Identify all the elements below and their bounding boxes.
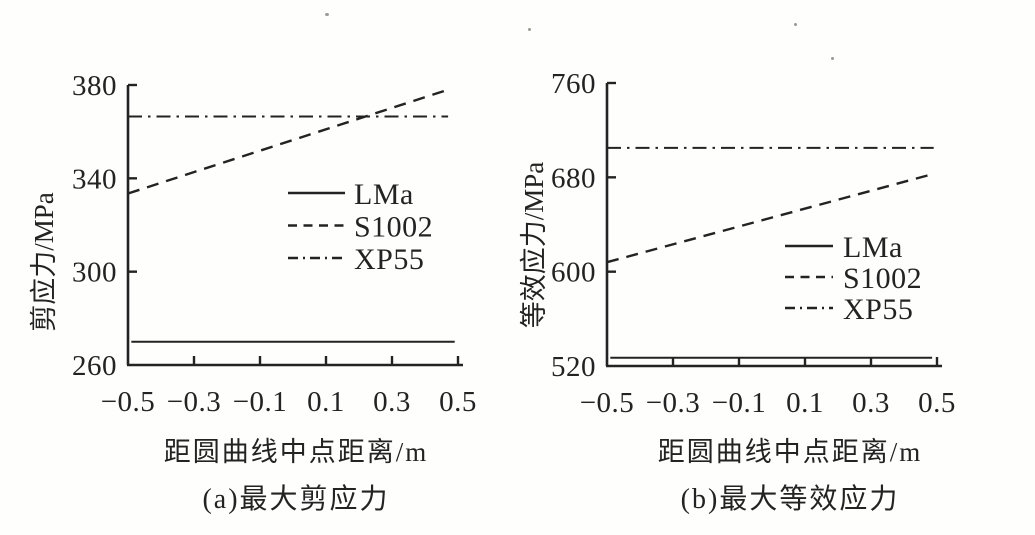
- x-tick-label: −0.1: [233, 386, 288, 418]
- subfigure-caption-a: (a)最大剪应力: [202, 484, 390, 515]
- y-tick-label: 680: [551, 162, 596, 194]
- scan-speck: [528, 28, 531, 31]
- x-axis-label-b: 距圆曲线中点距离/m: [657, 437, 923, 467]
- x-tick-label: −0.3: [646, 387, 701, 419]
- series-line-s1002: [606, 172, 935, 264]
- series-line-s1002: [127, 88, 449, 195]
- x-tick-label: 0.5: [439, 386, 477, 418]
- x-tick-label: 0.3: [373, 386, 411, 418]
- y-tick-label: 760: [551, 68, 596, 100]
- scan-speck: [325, 13, 329, 16]
- y-tick-label: 260: [72, 350, 117, 382]
- legend-label-lma: LMa: [354, 178, 414, 211]
- y-tick-label: 520: [551, 351, 596, 383]
- x-tick-label: 0.3: [852, 387, 890, 419]
- legend-label-lma: LMa: [843, 231, 903, 264]
- scan-speck: [794, 23, 797, 26]
- subfigure-caption-b: (b)最大等效应力: [680, 484, 900, 515]
- scan-speck: [831, 57, 834, 60]
- chart-a-canvas: 260 300 340 380 −0.5 −0.3 −0.1 0.1 0.3 0.5 LMaS100…: [72, 70, 477, 418]
- legend-label-xp55: XP55: [843, 293, 913, 326]
- y-tick-label: 300: [72, 257, 117, 289]
- legend-label-s1002: S1002: [843, 262, 922, 295]
- x-axis-label-a: 距圆曲线中点距离/m: [163, 437, 429, 467]
- x-tick-label: 0.5: [918, 387, 956, 419]
- y-tick-label: 340: [72, 163, 117, 195]
- y-tick-label: 600: [551, 257, 596, 289]
- chart-b-canvas: 520 600 680 760 −0.5 −0.3 −0.1 0.1 0.3 0.5 LMaS100…: [551, 68, 956, 419]
- legend-label-xp55: XP55: [354, 243, 424, 276]
- x-tick-label: −0.5: [101, 386, 156, 418]
- x-tick-label: 0.1: [786, 387, 824, 419]
- legend-label-s1002: S1002: [354, 211, 433, 244]
- y-tick-label: 380: [72, 70, 117, 102]
- x-tick-label: −0.1: [712, 387, 767, 419]
- x-tick-label: −0.3: [167, 386, 222, 418]
- x-tick-label: −0.5: [580, 387, 635, 419]
- x-tick-label: 0.1: [307, 386, 345, 418]
